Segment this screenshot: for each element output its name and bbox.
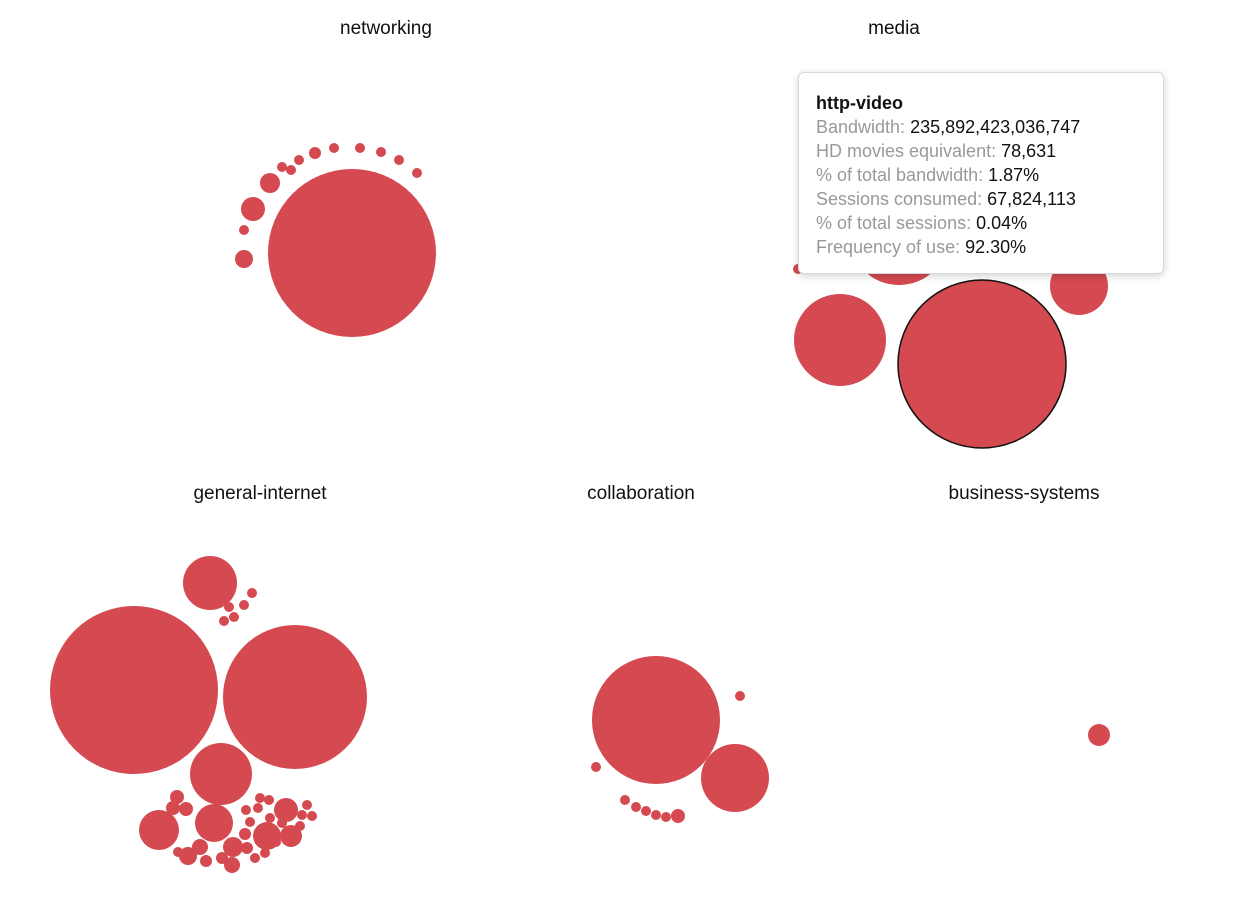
panel-collaboration: collaboration [587, 483, 769, 823]
tooltip-row-hd-movies: HD movies equivalent: 78,631 [816, 139, 1146, 163]
tooltip-value: 78,631 [1001, 141, 1057, 161]
bubble-general-internet[interactable] [239, 600, 249, 610]
bubble-networking[interactable] [355, 143, 365, 153]
bubble-collaboration[interactable] [661, 812, 671, 822]
bubble-collaboration[interactable] [701, 744, 769, 812]
bubble-networking[interactable] [277, 162, 287, 172]
bubble-collaboration[interactable] [592, 656, 720, 784]
bubble-general-internet[interactable] [183, 556, 237, 610]
bubble-general-internet[interactable] [170, 790, 184, 804]
bubble-group-general-internet [50, 556, 367, 873]
bubble-general-internet[interactable] [297, 810, 307, 820]
tooltip-value: 67,824,113 [987, 189, 1076, 209]
bubble-collaboration[interactable] [641, 806, 651, 816]
bubble-general-internet[interactable] [190, 743, 252, 805]
bubble-general-internet[interactable] [265, 813, 275, 823]
tooltip-label: Sessions consumed: [816, 189, 983, 209]
bubble-collaboration[interactable] [631, 802, 641, 812]
bubble-networking[interactable] [235, 250, 253, 268]
panel-title-media: media [868, 18, 920, 39]
tooltip-row-pct-sessions: % of total sessions: 0.04% [816, 211, 1146, 235]
bubble-media[interactable] [794, 294, 886, 386]
bubble-general-internet[interactable] [255, 793, 265, 803]
bubble-general-internet[interactable] [50, 606, 218, 774]
tooltip-label: Frequency of use: [816, 237, 961, 257]
panel-business-systems: business-systems [949, 483, 1110, 746]
bubble-networking[interactable] [241, 197, 265, 221]
bubble-general-internet[interactable] [166, 801, 180, 815]
tooltip-row-bandwidth: Bandwidth: 235,892,423,036,747 [816, 115, 1146, 139]
bubble-group-networking [235, 143, 436, 337]
tooltip-value: 1.87% [988, 165, 1040, 185]
bubble-general-internet[interactable] [241, 805, 251, 815]
bubble-tooltip: http-video Bandwidth: 235,892,423,036,74… [798, 72, 1164, 274]
bubble-general-internet[interactable] [271, 837, 281, 847]
bubble-general-internet[interactable] [274, 798, 298, 822]
bubble-general-internet[interactable] [179, 802, 193, 816]
bubble-networking[interactable] [294, 155, 304, 165]
panel-title-business-systems: business-systems [949, 483, 1100, 504]
bubble-general-internet[interactable] [219, 616, 229, 626]
bubble-networking[interactable] [309, 147, 321, 159]
bubble-general-internet[interactable] [277, 818, 287, 828]
bubble-general-internet[interactable] [229, 612, 239, 622]
bubble-general-internet[interactable] [195, 804, 233, 842]
bubble-media-highlighted[interactable] [897, 279, 1067, 449]
bubble-general-internet[interactable] [260, 848, 270, 858]
bubble-general-internet[interactable] [192, 839, 208, 855]
tooltip-row-sessions: Sessions consumed: 67,824,113 [816, 187, 1146, 211]
bubble-networking[interactable] [268, 169, 436, 337]
panel-networking: networking [235, 18, 436, 337]
bubble-general-internet[interactable] [245, 817, 255, 827]
panel-title-collaboration: collaboration [587, 483, 695, 504]
bubble-general-internet[interactable] [224, 602, 234, 612]
bubble-general-internet[interactable] [250, 853, 260, 863]
bubble-general-internet[interactable] [247, 588, 257, 598]
bubble-general-internet[interactable] [241, 842, 253, 854]
tooltip-label: HD movies equivalent: [816, 141, 997, 161]
bubble-collaboration[interactable] [651, 810, 661, 820]
tooltip-row-pct-bandwidth: % of total bandwidth: 1.87% [816, 163, 1146, 187]
bubble-general-internet[interactable] [224, 857, 240, 873]
bubble-group-business-systems [1088, 724, 1110, 746]
tooltip-row-frequency: Frequency of use: 92.30% [816, 235, 1146, 259]
tooltip-title: http-video [816, 93, 903, 113]
bubble-group-collaboration [591, 656, 769, 823]
panel-title-general-internet: general-internet [193, 483, 327, 504]
tooltip-value: 92.30% [965, 237, 1027, 257]
bubble-collaboration[interactable] [591, 762, 601, 772]
bubble-networking[interactable] [394, 155, 404, 165]
bubble-general-internet[interactable] [223, 837, 243, 857]
tooltip-value: 235,892,423,036,747 [910, 117, 1081, 137]
bubble-general-internet[interactable] [264, 795, 274, 805]
tooltip-label: % of total sessions: [816, 213, 972, 233]
bubble-general-internet[interactable] [216, 852, 228, 864]
bubble-general-internet[interactable] [239, 828, 251, 840]
bubble-general-internet[interactable] [200, 855, 212, 867]
tooltip-value: 0.04% [976, 213, 1028, 233]
bubble-general-internet[interactable] [173, 847, 183, 857]
bubble-networking[interactable] [329, 143, 339, 153]
tooltip-label: Bandwidth: [816, 117, 906, 137]
panel-title-networking: networking [340, 18, 432, 39]
bubble-collaboration[interactable] [735, 691, 745, 701]
bubble-general-internet[interactable] [139, 810, 179, 850]
bubble-collaboration[interactable] [620, 795, 630, 805]
panel-general-internet: general-internet [50, 483, 367, 873]
bubble-collaboration[interactable] [671, 809, 685, 823]
bubble-business-systems[interactable] [1088, 724, 1110, 746]
bubble-networking[interactable] [412, 168, 422, 178]
bubble-networking[interactable] [239, 225, 249, 235]
bubble-networking[interactable] [376, 147, 386, 157]
bubble-general-internet[interactable] [223, 625, 367, 769]
bubble-networking[interactable] [286, 165, 296, 175]
bubble-general-internet[interactable] [280, 825, 302, 847]
tooltip-label: % of total bandwidth: [816, 165, 984, 185]
bubble-networking[interactable] [260, 173, 280, 193]
bubble-general-internet[interactable] [179, 847, 197, 865]
bubble-general-internet[interactable] [307, 811, 317, 821]
bubble-general-internet[interactable] [253, 803, 263, 813]
bubble-general-internet[interactable] [295, 821, 305, 831]
bubble-general-internet[interactable] [302, 800, 312, 810]
